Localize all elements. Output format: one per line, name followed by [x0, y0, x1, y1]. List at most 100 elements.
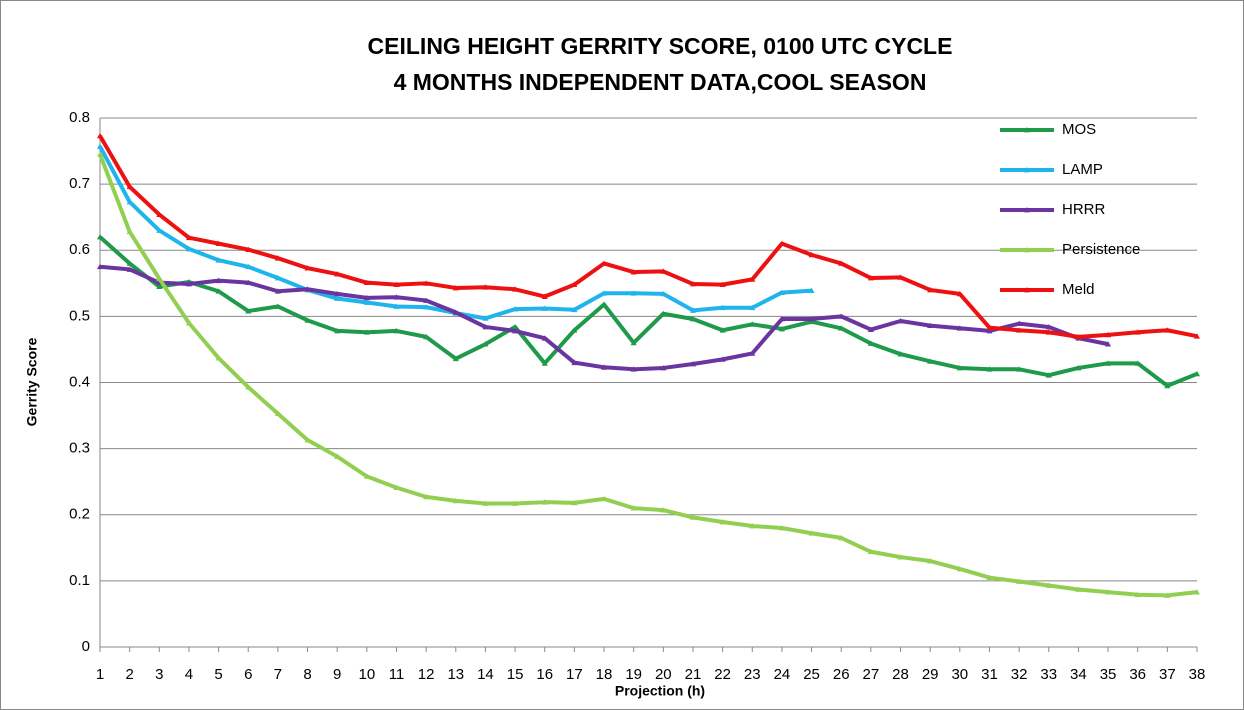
point-marker — [1075, 364, 1082, 371]
point-marker — [215, 257, 222, 263]
point-marker — [749, 304, 756, 311]
point-marker — [126, 266, 133, 272]
point-marker — [334, 271, 341, 277]
point-marker — [660, 268, 667, 274]
legend-label: Meld — [1062, 281, 1095, 298]
point-marker — [215, 355, 222, 361]
point-marker — [1134, 360, 1141, 366]
legend-label: LAMP — [1062, 161, 1103, 178]
y-axis-title: Gerrity Score — [24, 337, 40, 426]
point-marker — [156, 283, 163, 290]
point-marker — [601, 260, 608, 266]
point-marker — [482, 315, 489, 321]
point-marker — [482, 500, 489, 506]
x-tick-label: 31 — [981, 666, 998, 683]
x-tick-label: 30 — [951, 666, 968, 683]
point-marker — [956, 325, 963, 331]
x-tick-label: 12 — [418, 666, 435, 683]
point-marker — [719, 327, 726, 333]
point-marker — [274, 410, 281, 416]
point-marker — [749, 522, 756, 529]
point-marker — [927, 286, 934, 293]
x-tick-label: 36 — [1129, 666, 1146, 683]
x-tick-label: 34 — [1070, 666, 1087, 683]
point-marker — [304, 317, 311, 323]
point-marker — [512, 286, 519, 292]
x-tick-label: 22 — [714, 666, 731, 683]
point-marker — [808, 251, 815, 258]
x-tick-label: 37 — [1159, 666, 1176, 683]
point-marker — [274, 303, 281, 309]
point-marker — [630, 505, 637, 511]
point-marker — [778, 289, 785, 295]
point-marker — [512, 306, 519, 312]
point-marker — [512, 323, 519, 330]
point-marker — [334, 453, 341, 459]
x-tick-label: 4 — [185, 666, 193, 683]
chart-subtitle: 4 MONTHS INDEPENDENT DATA,COOL SEASON — [394, 69, 927, 95]
x-tick-label: 13 — [447, 666, 464, 683]
point-marker — [778, 240, 785, 247]
point-marker — [867, 275, 874, 281]
point-marker — [215, 277, 222, 284]
y-tick-label: 0.3 — [69, 440, 90, 457]
point-marker — [986, 324, 993, 331]
x-tick-label: 26 — [833, 666, 850, 683]
x-tick-label: 17 — [566, 666, 583, 683]
point-marker — [274, 275, 281, 281]
point-marker — [689, 360, 696, 367]
point-marker — [660, 507, 667, 513]
point-marker — [423, 304, 430, 310]
point-marker — [185, 319, 192, 326]
series-line — [98, 134, 1198, 339]
point-marker — [245, 279, 252, 286]
point-marker — [274, 255, 281, 261]
x-tick-label: 9 — [333, 666, 341, 683]
point-marker — [749, 350, 756, 356]
point-marker — [719, 356, 726, 362]
point-marker — [1164, 592, 1171, 598]
point-marker — [808, 287, 815, 293]
point-marker — [452, 284, 459, 291]
point-marker — [423, 493, 430, 500]
point-marker — [126, 228, 133, 235]
x-tick-label: 16 — [536, 666, 553, 683]
point-marker — [956, 565, 963, 572]
point-marker — [482, 341, 489, 347]
point-marker — [334, 290, 341, 297]
point-marker — [630, 366, 637, 372]
point-marker — [1016, 320, 1023, 327]
point-marker — [97, 151, 103, 157]
point-marker — [334, 327, 341, 334]
point-marker — [927, 322, 934, 329]
y-tick-label: 0.4 — [69, 373, 90, 390]
point-marker — [126, 260, 133, 266]
point-marker — [778, 325, 785, 332]
point-marker — [1105, 331, 1112, 338]
point-marker — [838, 325, 845, 331]
point-marker — [1194, 589, 1200, 595]
x-tick-label: 23 — [744, 666, 761, 683]
point-marker — [245, 263, 252, 270]
point-marker — [334, 295, 341, 301]
point-marker — [1016, 578, 1023, 584]
point-marker — [97, 143, 103, 149]
point-marker — [97, 234, 103, 240]
x-tick-label: 28 — [892, 666, 909, 683]
point-marker — [808, 316, 815, 322]
point-marker — [304, 437, 311, 443]
legend-marker — [1024, 287, 1030, 293]
point-marker — [482, 284, 489, 290]
point-marker — [689, 307, 696, 313]
x-tick-label: 29 — [922, 666, 939, 683]
point-marker — [126, 183, 133, 190]
point-marker — [423, 333, 430, 340]
point-marker — [571, 281, 578, 288]
point-marker — [689, 514, 696, 520]
point-marker — [630, 269, 637, 275]
point-marker — [1194, 370, 1200, 377]
point-marker — [1045, 582, 1052, 588]
point-marker — [986, 366, 993, 372]
x-tick-label: 5 — [214, 666, 222, 683]
